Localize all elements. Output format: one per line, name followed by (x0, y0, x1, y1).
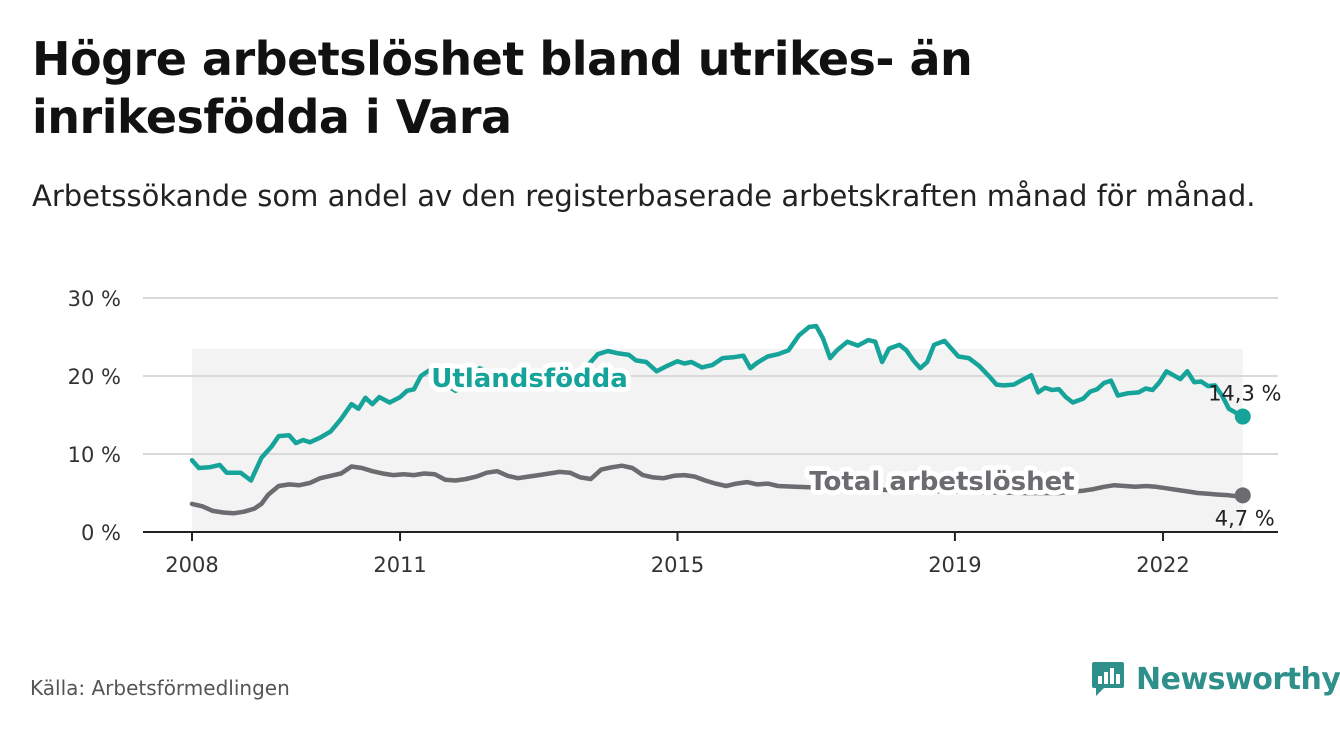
y-tick-label: 0 % (81, 521, 121, 545)
y-tick-label: 20 % (68, 365, 121, 389)
series-line-total (189, 463, 1246, 516)
x-tick-label: 2015 (651, 553, 704, 577)
x-tick-label: 2011 (373, 553, 426, 577)
x-axis-ticks: 2008 2011 2015 2019 2022 (165, 532, 1190, 577)
brand-name: Newsworthy (1136, 661, 1340, 697)
x-tick-label: 2008 (165, 553, 218, 577)
chart-title: Högre arbetslöshet bland utrikes- än inr… (32, 32, 973, 144)
series-name-label: Utlandsfödda (431, 364, 628, 394)
series-label-halo: Utlandsfödda (431, 364, 628, 394)
end-marker (1234, 408, 1251, 425)
end-marker (1234, 487, 1251, 504)
y-axis-ticks: 0 % 10 % 20 % 30 % (68, 287, 121, 545)
labels-layer: 14,3 %4,7 %UtlandsföddaUtlandsföddaTotal… (426, 359, 1281, 530)
x-tick-label: 2019 (928, 553, 981, 577)
series-line-utlandsfodda (189, 323, 1246, 483)
source-note: Källa: Arbetsförmedlingen (30, 676, 290, 700)
chart-subtitle: Arbetssökande som andel av den registerb… (32, 179, 1256, 213)
series-label-halo: Total arbetslöshet (809, 467, 1074, 497)
x-tick-label: 2022 (1136, 553, 1189, 577)
range-band (192, 348, 1243, 532)
gridlines (143, 297, 1278, 455)
series-layer (189, 323, 1251, 516)
end-value-label: 14,3 % (1208, 382, 1281, 406)
end-value-label: 4,7 % (1215, 506, 1275, 530)
y-tick-label: 30 % (68, 287, 121, 311)
brand-logo: Newsworthy (1090, 660, 1340, 698)
line-chart: 0 % 10 % 20 % 30 % 2008 2011 2015 2019 2022 14,… (68, 287, 1282, 577)
series-name-label: Total arbetslöshet (809, 467, 1074, 497)
y-tick-label: 10 % (68, 443, 121, 467)
newsworthy-logo-icon (1092, 662, 1124, 696)
